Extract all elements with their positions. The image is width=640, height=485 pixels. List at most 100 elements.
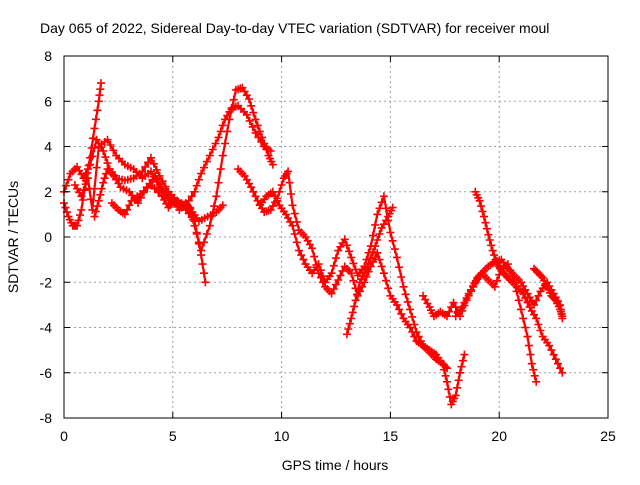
data-point bbox=[225, 115, 234, 124]
y-tick-label: 4 bbox=[44, 139, 52, 155]
data-point bbox=[154, 177, 163, 186]
data-point bbox=[308, 244, 317, 253]
data-point bbox=[292, 238, 301, 247]
data-point bbox=[90, 184, 99, 193]
data-point bbox=[229, 95, 238, 104]
data-point bbox=[375, 230, 384, 238]
data-point bbox=[332, 254, 340, 263]
data-point bbox=[83, 174, 92, 183]
data-point bbox=[88, 152, 97, 161]
data-point bbox=[342, 241, 351, 250]
series-track-l-markers bbox=[530, 264, 567, 321]
data-point bbox=[90, 124, 99, 133]
data-point bbox=[271, 192, 280, 201]
data-point bbox=[288, 201, 297, 210]
data-point bbox=[534, 291, 543, 300]
data-point bbox=[106, 141, 115, 149]
data-point bbox=[316, 266, 325, 275]
data-point bbox=[147, 167, 155, 176]
y-tick-label: 6 bbox=[44, 93, 52, 109]
data-point bbox=[453, 383, 462, 392]
data-point bbox=[88, 205, 97, 214]
data-point bbox=[529, 365, 538, 374]
data-point bbox=[297, 251, 306, 260]
data-point bbox=[477, 202, 486, 211]
data-point bbox=[377, 262, 386, 271]
data-point bbox=[189, 215, 198, 224]
series-track-g bbox=[258, 190, 466, 406]
data-point bbox=[392, 300, 401, 309]
data-point bbox=[242, 110, 251, 119]
data-point bbox=[78, 196, 87, 204]
data-point bbox=[103, 135, 112, 144]
data-point bbox=[123, 205, 132, 214]
data-point bbox=[205, 151, 214, 160]
data-point bbox=[149, 159, 158, 168]
data-point bbox=[197, 169, 206, 178]
data-point bbox=[198, 260, 207, 269]
data-point bbox=[141, 162, 150, 171]
data-point bbox=[547, 346, 556, 355]
data-point bbox=[558, 312, 567, 321]
data-point bbox=[273, 196, 282, 205]
data-point bbox=[76, 211, 84, 220]
data-point bbox=[187, 192, 196, 201]
data-point bbox=[347, 269, 356, 278]
data-point bbox=[288, 221, 297, 230]
data-point bbox=[487, 241, 496, 250]
data-point bbox=[537, 272, 546, 281]
data-point bbox=[414, 332, 423, 341]
data-point bbox=[441, 371, 450, 380]
data-point bbox=[524, 341, 533, 350]
data-point bbox=[61, 203, 70, 212]
data-point bbox=[314, 260, 323, 269]
data-point bbox=[247, 101, 256, 110]
data-point bbox=[212, 192, 221, 201]
chart-title: Day 065 of 2022, Sidereal Day-to-day VTE… bbox=[40, 20, 549, 36]
data-point bbox=[392, 253, 401, 262]
series-track-f bbox=[237, 168, 449, 370]
data-point bbox=[527, 359, 536, 368]
series-track-j-markers bbox=[471, 187, 567, 377]
data-point bbox=[290, 209, 299, 218]
y-tick-label: -6 bbox=[40, 365, 53, 381]
data-point bbox=[299, 255, 308, 264]
y-tick-label: -2 bbox=[40, 274, 53, 290]
data-point bbox=[197, 246, 206, 255]
data-point bbox=[223, 127, 232, 136]
data-point bbox=[77, 205, 86, 214]
data-point bbox=[523, 332, 532, 341]
data-point bbox=[377, 198, 386, 207]
data-point bbox=[373, 210, 382, 219]
data-point bbox=[456, 368, 464, 377]
data-point bbox=[202, 157, 211, 166]
data-point bbox=[490, 251, 499, 260]
data-point bbox=[369, 248, 377, 257]
data-point bbox=[94, 196, 103, 205]
data-point bbox=[192, 230, 201, 238]
data-point bbox=[395, 263, 404, 272]
data-point bbox=[340, 235, 349, 244]
data-point bbox=[375, 255, 384, 264]
data-point bbox=[348, 308, 357, 317]
data-point bbox=[125, 201, 134, 210]
data-point bbox=[532, 296, 541, 305]
data-point bbox=[379, 192, 388, 201]
data-point bbox=[221, 139, 229, 148]
data-point bbox=[285, 178, 294, 187]
data-point bbox=[144, 158, 153, 167]
data-point bbox=[349, 259, 358, 268]
data-point bbox=[554, 359, 562, 368]
data-point bbox=[329, 261, 338, 270]
data-point bbox=[100, 174, 109, 183]
data-point bbox=[345, 319, 354, 328]
grid-layer bbox=[64, 56, 608, 418]
data-point bbox=[152, 165, 161, 174]
data-point bbox=[79, 186, 88, 195]
data-point bbox=[458, 356, 467, 365]
data-point bbox=[369, 231, 377, 240]
data-point bbox=[200, 269, 208, 278]
data-point bbox=[96, 190, 105, 199]
data-point bbox=[93, 106, 102, 115]
